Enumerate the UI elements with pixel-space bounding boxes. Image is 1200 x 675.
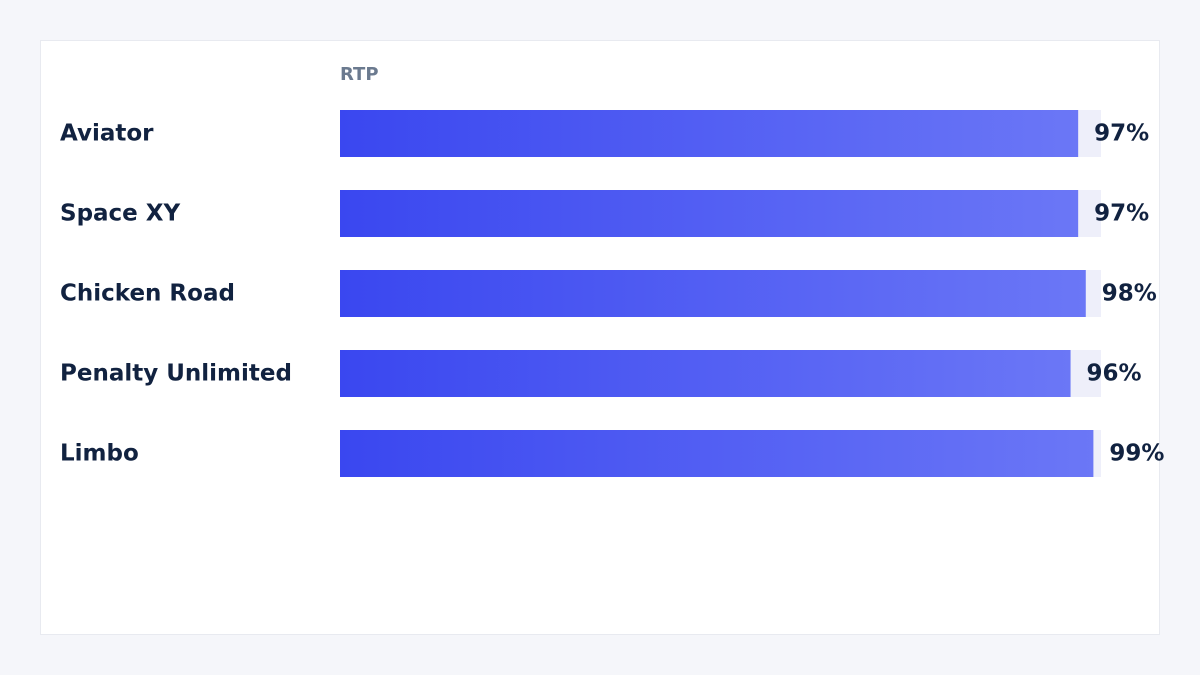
bar xyxy=(340,430,1094,477)
bar xyxy=(340,110,1079,157)
bar xyxy=(340,190,1079,237)
bar-row-penalty-unlimited: Penalty Unlimited 96% xyxy=(60,350,1142,397)
value-label: 99% xyxy=(1109,441,1164,467)
bar xyxy=(340,270,1086,317)
bar-row-chicken-road: Chicken Road 98% xyxy=(60,270,1157,317)
column-header: RTP xyxy=(340,64,379,85)
value-label: 98% xyxy=(1102,281,1157,307)
category-label: Space XY xyxy=(60,201,181,227)
bar-rows: Aviator 97% Space XY 97% Chicken Road 98% Pena… xyxy=(60,110,1164,477)
category-label: Chicken Road xyxy=(60,281,235,307)
bar-row-aviator: Aviator 97% xyxy=(60,110,1149,157)
category-label: Penalty Unlimited xyxy=(60,361,292,387)
bar xyxy=(340,350,1071,397)
value-label: 97% xyxy=(1094,121,1149,147)
category-label: Limbo xyxy=(60,441,139,467)
value-label: 96% xyxy=(1087,361,1142,387)
value-label: 97% xyxy=(1094,201,1149,227)
category-label: Aviator xyxy=(60,121,154,147)
bar-row-limbo: Limbo 99% xyxy=(60,430,1164,477)
bar-row-space-xy: Space XY 97% xyxy=(60,190,1149,237)
